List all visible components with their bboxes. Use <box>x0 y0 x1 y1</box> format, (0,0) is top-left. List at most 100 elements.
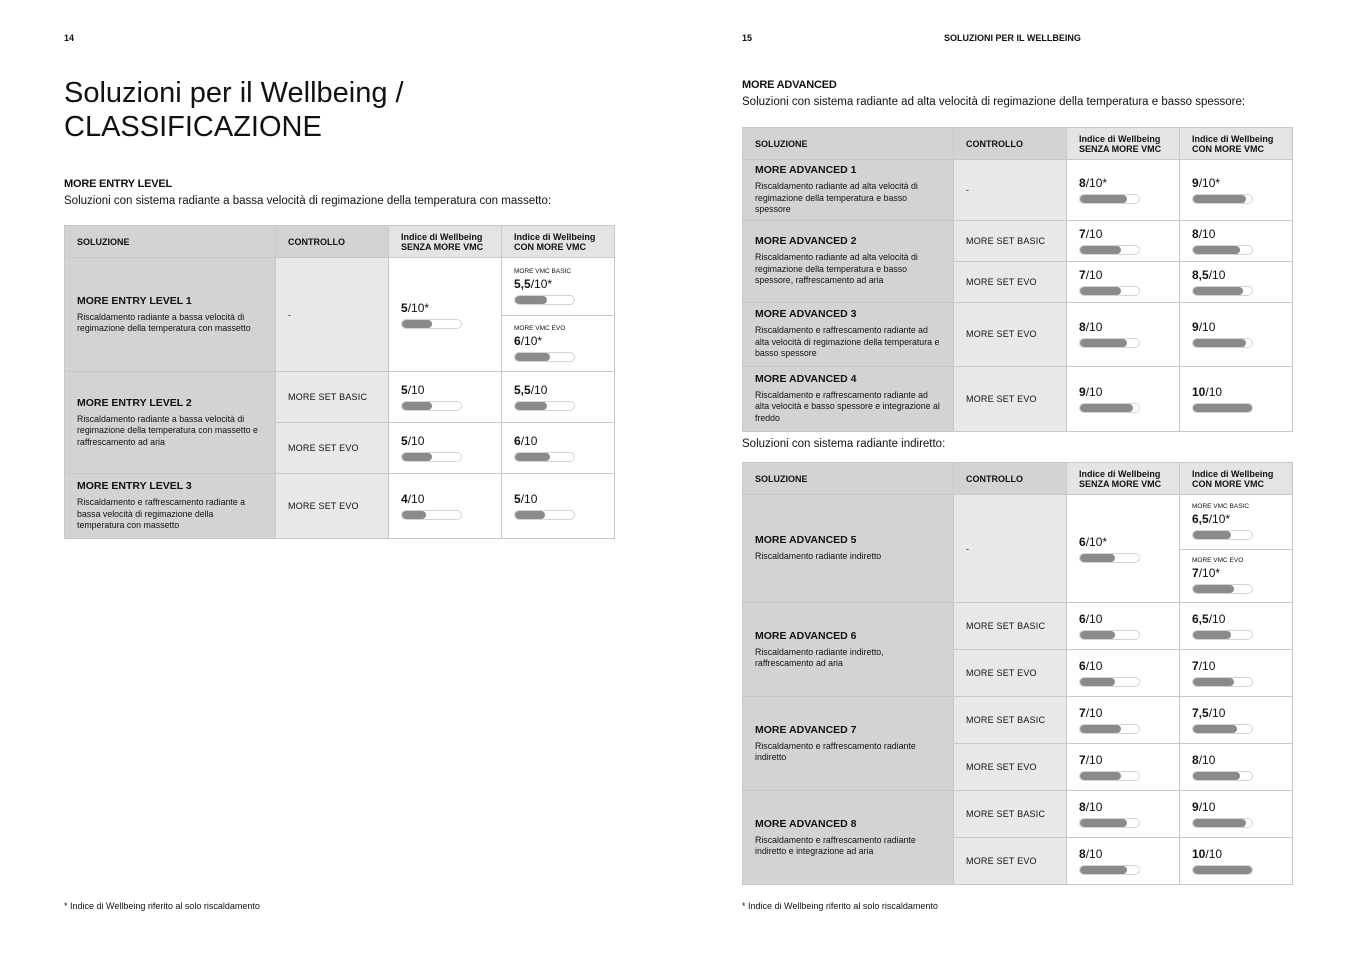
score-text: 7/10 <box>1079 268 1167 282</box>
variant-label: MORE VMC BASIC <box>1192 503 1250 511</box>
solution-description: Riscaldamento e raffrescamento radiante … <box>755 389 940 423</box>
wellbeing-bar-fill <box>1080 403 1134 412</box>
solution-name: MORE ADVANCED 1 <box>755 164 857 176</box>
score-text: 7/10 <box>1192 659 1280 673</box>
wellbeing-bar <box>1192 677 1253 687</box>
section-title-advanced: MORE ADVANCED <box>742 79 837 91</box>
score-with: 5/10 <box>502 486 614 526</box>
score-suffix: /10* <box>1085 175 1108 190</box>
score-with: MORE VMC BASIC 5,5/10* <box>502 258 614 315</box>
header-line: Indice di Wellbeing <box>1079 133 1161 144</box>
score-suffix: /10 <box>1208 267 1226 282</box>
score-with-cell: 7/10 <box>1179 649 1293 697</box>
solution-cell: MORE ADVANCED 5 Riscaldamento radiante in… <box>742 494 954 603</box>
score-suffix: /10 <box>1085 384 1103 399</box>
score-suffix: /10 <box>1205 847 1223 861</box>
score-suffix: /10 <box>520 492 538 506</box>
score-text: 8,5/10 <box>1192 268 1280 282</box>
solution-name: MORE ADVANCED 7 <box>755 723 857 736</box>
score-suffix: /10 <box>1205 384 1223 399</box>
score-value: 8 <box>1192 753 1199 767</box>
score-value: 9 <box>1192 320 1199 334</box>
score-without-cell: 4/10 <box>388 473 502 539</box>
solution-description: Riscaldamento radiante indiretto <box>755 551 882 562</box>
control-cell: MORE SET EVO <box>953 743 1067 791</box>
wellbeing-bar-fill <box>1193 772 1241 780</box>
table-header-row: SOLUZIONE CONTROLLO Indice di Wellbeing SEN… <box>742 127 1293 160</box>
wellbeing-bar <box>401 452 462 462</box>
score-with-cell: 6,5/10 <box>1179 602 1293 650</box>
page-number-right: 15 <box>742 33 753 43</box>
header-line: SENZA MORE VMC <box>401 241 484 252</box>
score-with: MORE VMC BASIC 6,5/10* <box>1180 495 1292 549</box>
solution-description: Riscaldamento e raffrescamento radiante … <box>755 834 916 857</box>
wellbeing-bar <box>514 351 575 362</box>
score-without: 8/10 <box>1067 794 1179 834</box>
score-text: 8/10 <box>1192 753 1280 767</box>
score-without-cell: 9/10 <box>1066 365 1180 432</box>
header-index-without: Indice di Wellbeing SENZA MORE VMC <box>1066 462 1180 495</box>
table-row: MORE ADVANCED 6 Riscaldamento radiante in… <box>742 602 1293 697</box>
score-text: 10/10 <box>1192 847 1280 861</box>
score-without-cell: 6/10* <box>1066 494 1180 603</box>
score-suffix: /10 <box>1085 706 1103 720</box>
solution-cell: MORE ENTRY LEVEL 1 Riscaldamento radiante… <box>64 257 276 372</box>
score-value: 9 <box>1079 384 1086 399</box>
header-index-with: Indice di Wellbeing CON MORE VMC <box>501 225 615 258</box>
wellbeing-bar <box>1079 338 1140 348</box>
control-cell: MORE SET EVO <box>953 649 1067 697</box>
section-subtitle-indirect: Soluzioni con sistema radiante indiretto… <box>742 438 946 450</box>
score-with-cell: 9/10* <box>1179 159 1293 221</box>
solution-name: MORE ENTRY LEVEL 2 <box>77 396 192 409</box>
score-text: 7,5/10 <box>1192 706 1280 720</box>
score-suffix: /10 <box>1198 226 1216 241</box>
score-text: 7/10 <box>1079 227 1167 241</box>
page-title-line2: CLASSIFICAZIONE <box>64 111 322 143</box>
score-with-cell: 9/10 <box>1179 790 1293 838</box>
score-suffix: /10* <box>520 333 543 348</box>
score-text: 8/10 <box>1079 800 1167 814</box>
score-with-cell: MORE VMC BASIC 5,5/10* MORE VMC EVO 6/10* <box>501 257 615 372</box>
score-value: 8 <box>1079 847 1086 861</box>
score-text: 6/10* <box>514 334 602 348</box>
header-line: Indice di Wellbeing <box>401 231 483 242</box>
wellbeing-bar-fill <box>1193 631 1232 639</box>
wellbeing-bar-fill <box>1193 339 1247 347</box>
score-value: 7 <box>1192 659 1199 673</box>
score-text: 5/10 <box>401 434 489 448</box>
header-solution: SOLUZIONE <box>742 127 954 160</box>
score-suffix: /10 <box>1085 800 1103 814</box>
header-line: Indice di Wellbeing <box>1079 468 1161 479</box>
header-line: SENZA MORE VMC <box>1079 478 1162 489</box>
score-value: 8 <box>1192 226 1199 241</box>
control-cell: MORE SET BASIC <box>953 790 1067 838</box>
wellbeing-bar-fill <box>1193 725 1238 733</box>
score-value: 7 <box>1079 753 1086 767</box>
score-text: 4/10 <box>401 492 489 506</box>
score-with: 7/10 <box>1180 653 1292 693</box>
footnote-left: * Indice di Wellbeing riferito al solo r… <box>64 901 260 911</box>
control-cell: MORE SET EVO <box>275 473 389 539</box>
score-value: 4 <box>401 492 408 506</box>
wellbeing-bar-fill <box>515 352 551 361</box>
score-without-cell: 8/10* <box>1066 159 1180 221</box>
score-value: 5 <box>401 383 408 397</box>
header-line: CON MORE VMC <box>1192 478 1264 489</box>
solution-cell: MORE ADVANCED 1 Riscaldamento radiante ad… <box>742 159 954 221</box>
wellbeing-bar-fill <box>1080 286 1122 295</box>
header-solution: SOLUZIONE <box>742 462 954 495</box>
wellbeing-bar-fill <box>1080 725 1122 733</box>
wellbeing-bar <box>514 452 575 462</box>
wellbeing-bar <box>1192 193 1253 204</box>
wellbeing-bar <box>514 294 575 305</box>
score-suffix: /10 <box>1085 320 1103 334</box>
wellbeing-bar <box>1079 818 1140 828</box>
score-value: 8 <box>1079 320 1086 334</box>
score-value: 5 <box>514 492 521 506</box>
score-text: 6,5/10* <box>1192 512 1280 526</box>
score-text: 9/10 <box>1079 385 1167 399</box>
wellbeing-bar <box>1079 402 1140 413</box>
solution-description: Riscaldamento e raffrescamento radiante … <box>755 325 940 359</box>
solution-description: Riscaldamento radiante ad alta velocità … <box>755 252 918 286</box>
solution-name: MORE ADVANCED 6 <box>755 629 857 642</box>
